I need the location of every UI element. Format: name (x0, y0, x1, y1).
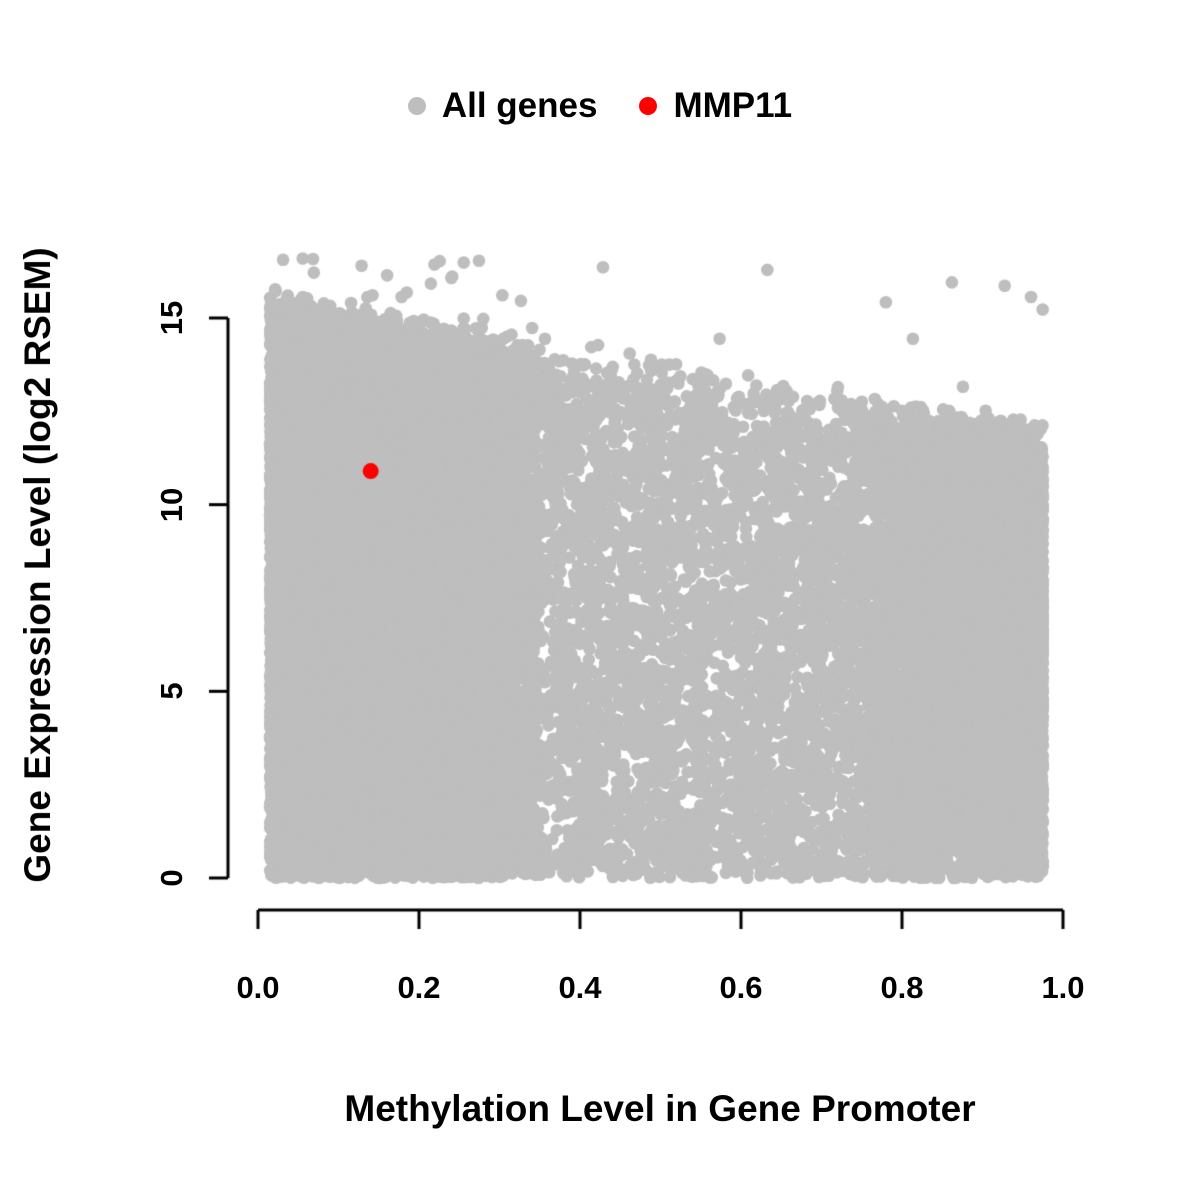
legend-label-mmp11: MMP11 (673, 86, 793, 125)
x-tick-label: 1.0 (1041, 970, 1085, 1005)
legend-marker-all-genes-icon (407, 97, 426, 115)
x-tick-label: 0.4 (558, 970, 602, 1005)
x-tick-label: 0.2 (397, 970, 441, 1005)
y-tick-label: 0 (154, 869, 189, 887)
y-tick-label: 15 (154, 300, 189, 336)
x-axis-title: Methylation Level in Gene Promoter (344, 1088, 976, 1129)
y-tick-label: 10 (154, 487, 189, 522)
x-tick-label: 0.8 (880, 970, 924, 1005)
legend-label-all-genes: All genes (441, 86, 598, 125)
x-tick-label: 0.6 (719, 970, 763, 1005)
legend-item-mmp11: MMP11 (639, 86, 792, 126)
x-tick-label: 0.0 (236, 970, 280, 1005)
y-tick-label: 5 (154, 682, 189, 700)
legend: All genes MMP11 (0, 86, 1200, 126)
y-axis-title: Gene Expression Level (log2 RSEM) (17, 247, 58, 883)
legend-item-all-genes: All genes (407, 86, 598, 126)
legend-marker-mmp11-icon (639, 97, 658, 115)
